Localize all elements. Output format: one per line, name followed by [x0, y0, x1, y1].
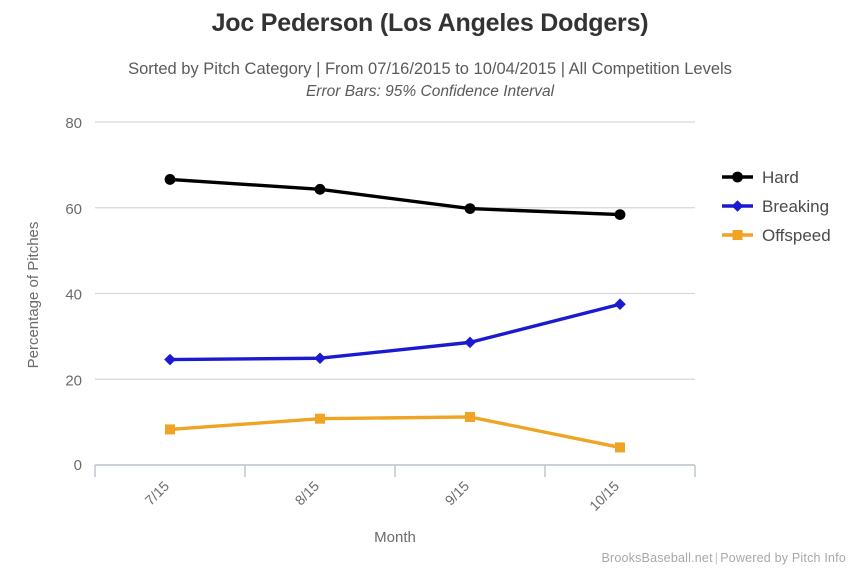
legend-swatch-marker	[732, 171, 743, 183]
legend-label: Offspeed	[762, 226, 831, 245]
y-tick-labels: 80 60 40 20 0	[65, 115, 82, 474]
data-point[interactable]	[465, 411, 475, 422]
footer-separator: |	[714, 551, 719, 565]
data-point[interactable]	[314, 352, 326, 365]
x-tick-label: 10/15	[586, 478, 622, 514]
series-line	[168, 302, 622, 362]
legend-item-offspeed[interactable]: Offspeed	[722, 226, 831, 245]
chart-subtitle-errorbars: Error Bars: 95% Confidence Interval	[305, 83, 555, 100]
x-tick-label: 8/15	[292, 478, 323, 509]
gridlines	[95, 121, 695, 380]
legend-label: Hard	[762, 168, 799, 187]
legend-item-hard[interactable]: Hard	[722, 168, 799, 187]
data-point[interactable]	[464, 203, 476, 215]
chart-title: Joc Pederson (Los Angeles Dodgers)	[211, 9, 649, 37]
y-tick-label: 20	[65, 372, 82, 389]
y-axis-title: Percentage of Pitches	[25, 222, 42, 369]
data-point[interactable]	[164, 353, 176, 366]
legend-item-breaking[interactable]: Breaking	[722, 197, 829, 216]
chart-subtitle: Sorted by Pitch Category | From 07/16/20…	[128, 60, 732, 78]
y-tick-label: 0	[74, 457, 82, 474]
footer-attribution: BrooksBaseball.net | Powered by Pitch Info	[601, 551, 846, 565]
data-point[interactable]	[614, 298, 626, 311]
legend-swatch-marker	[732, 230, 743, 240]
data-point[interactable]	[464, 336, 476, 349]
chart-header: Joc Pederson (Los Angeles Dodgers) Sorte…	[0, 8, 860, 103]
y-tick-label: 60	[65, 201, 82, 218]
data-point[interactable]	[315, 413, 325, 424]
x-axis	[94, 464, 696, 477]
y-tick-label: 80	[65, 115, 82, 132]
x-axis-title: Month	[374, 529, 416, 546]
legend-swatch-marker	[731, 200, 744, 212]
series-offspeed	[165, 411, 625, 453]
data-point[interactable]	[314, 183, 326, 195]
x-tick-labels: 7/15 8/15 9/15 10/15	[142, 478, 623, 514]
footer-credit: Powered by Pitch Info	[720, 551, 846, 565]
y-tick-label: 40	[65, 287, 82, 304]
legend-label: Breaking	[762, 197, 829, 216]
series-hard	[164, 174, 626, 221]
chart-legend: Hard Breaking Offspeed	[722, 168, 831, 245]
data-series-layer	[164, 174, 626, 453]
data-point[interactable]	[165, 424, 175, 435]
series-breaking	[164, 298, 626, 366]
x-tick-label: 7/15	[142, 478, 173, 509]
data-point[interactable]	[614, 209, 626, 221]
series-line	[168, 177, 622, 217]
data-point[interactable]	[164, 174, 176, 185]
series-line	[168, 415, 622, 450]
data-point[interactable]	[615, 442, 625, 453]
footer-site: BrooksBaseball.net	[601, 551, 713, 565]
x-tick-label: 9/15	[442, 478, 473, 509]
